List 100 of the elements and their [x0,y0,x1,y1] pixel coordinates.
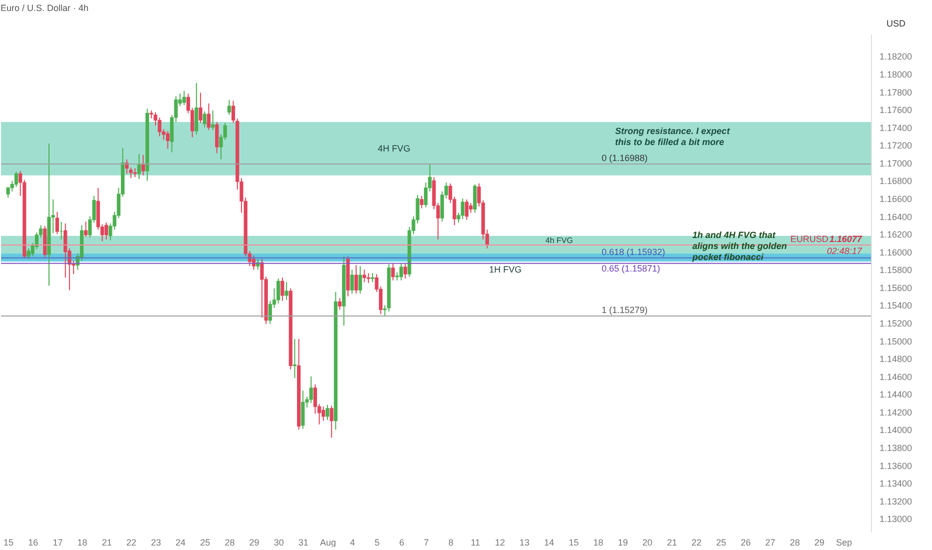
x-tick-label: 18 [77,538,88,548]
x-tick-label: 24 [176,538,186,548]
annotation: 1.16077 [829,234,863,244]
y-tick-label: 1.14200 [880,407,912,418]
x-tick-label: 29 [249,538,260,548]
candlestick [292,338,297,379]
x-tick-label: 13 [520,538,530,548]
candlestick [194,82,198,135]
candlestick [338,298,342,310]
y-tick-label: 1.15200 [880,318,912,329]
y-tick-label: 1.14800 [880,354,912,364]
candlestick [460,198,464,220]
y-tick-label: 1.15800 [880,265,912,276]
y-tick-label: 1.13600 [880,460,912,471]
x-tick-label: 26 [740,538,751,548]
y-tick-label: 1.13400 [880,478,912,489]
candlestick [362,269,366,283]
candlestick [280,277,284,302]
candlestick [309,376,313,404]
y-tick-label: 1.16800 [880,176,912,186]
y-tick-label: 1.13200 [880,496,912,506]
y-tick-label: 1.14400 [880,390,912,400]
x-tick-label: 21 [102,538,112,548]
x-tick-label: 20 [642,538,652,548]
y-tick-label: 1.15600 [880,282,912,293]
x-tick-label: 12 [494,538,505,548]
y-tick-label: 1.13000 [880,514,912,524]
x-tick-label: 27 [765,538,776,548]
candlestick [166,130,170,150]
x-tick-label: 19 [618,538,628,548]
candlestick [366,272,370,284]
x-tick-label: 21 [666,538,677,548]
candlestick [469,202,473,214]
candlestick [84,221,88,238]
candlestick [313,384,317,414]
x-tick-label: 17 [52,538,63,548]
candlestick [227,99,231,116]
candlestick [473,184,477,214]
x-tick-label: 28 [790,538,800,548]
band-label: 4H FVG [378,144,410,154]
candlestick [34,232,39,250]
x-tick-label: 7 [424,538,429,548]
candlestick [276,278,280,304]
ref-line-label: EURUSD [790,234,829,244]
x-tick-label: 15 [568,538,579,548]
x-tick-label: 30 [274,538,284,548]
y-tick-label: 1.15400 [880,300,912,311]
y-axis-title: USD [886,18,906,28]
candlestick [137,154,141,180]
candlestick [420,195,424,209]
y-tick-label: 1.14600 [880,372,912,382]
y-tick-label: 1.13800 [880,443,912,454]
ref-line-label: 0 (1.16988) [602,153,648,164]
y-tick-label: 1.15000 [880,336,912,346]
y-tick-label: 1.18000 [880,70,912,80]
candlestick [14,171,18,188]
ref-line-label: 0.618 (1.15932) [602,246,666,257]
candlestick [391,262,395,281]
candlestick [350,269,354,294]
y-tick-label: 1.17800 [880,87,912,98]
y-tick-label: 1.16200 [880,230,912,240]
band-label: 4h FVG [545,236,573,245]
x-tick-label: 8 [448,538,454,548]
candlestick [403,262,408,280]
candlestick [211,110,215,131]
x-tick-label: 23 [150,538,161,548]
candlestick [215,122,219,154]
x-tick-label: 28 [224,538,235,548]
y-tick-label: 1.14000 [880,425,912,436]
candlestick [284,282,288,300]
candlestick [358,266,362,294]
y-tick-label: 1.16600 [880,194,912,204]
x-tick-label: 25 [716,538,726,548]
ref-line-label: 1 (1.15279) [602,304,648,315]
y-tick-label: 1.18200 [880,52,912,62]
x-tick-label: 31 [298,538,308,548]
y-tick-label: 1.17000 [880,158,912,168]
candlestick [202,110,206,128]
x-tick-label: 25 [200,538,210,548]
annotation: 02:48:17 [826,246,863,256]
candlestick [399,262,403,281]
y-tick-label: 1.17200 [880,140,912,151]
candlestick [326,404,330,420]
x-tick-label: 4 [350,538,356,548]
x-tick-label: 16 [28,538,38,548]
annotation: 1h and 4H FVG that aligns with the golden pocket fibonacci [691,230,788,262]
candlestick [322,406,326,422]
candlestick [206,102,211,131]
chart-title: Euro / U.S. Dollar · 4h [0,3,89,13]
candlestick [330,405,334,438]
y-tick-label: 1.17400 [880,122,912,133]
annotation: Strong resistance. I expect this to be filled a bit more [615,126,731,148]
candlestick [464,198,469,220]
y-tick-label: 1.16000 [880,247,912,258]
candlestick [301,390,305,430]
x-tick-label: 22 [692,538,702,548]
ref-line-label: 0.65 (1.15871) [602,263,660,274]
x-tick-label: 22 [126,538,136,548]
x-tick-label: 5 [374,538,380,548]
band-label: 1H FVG [489,264,522,275]
